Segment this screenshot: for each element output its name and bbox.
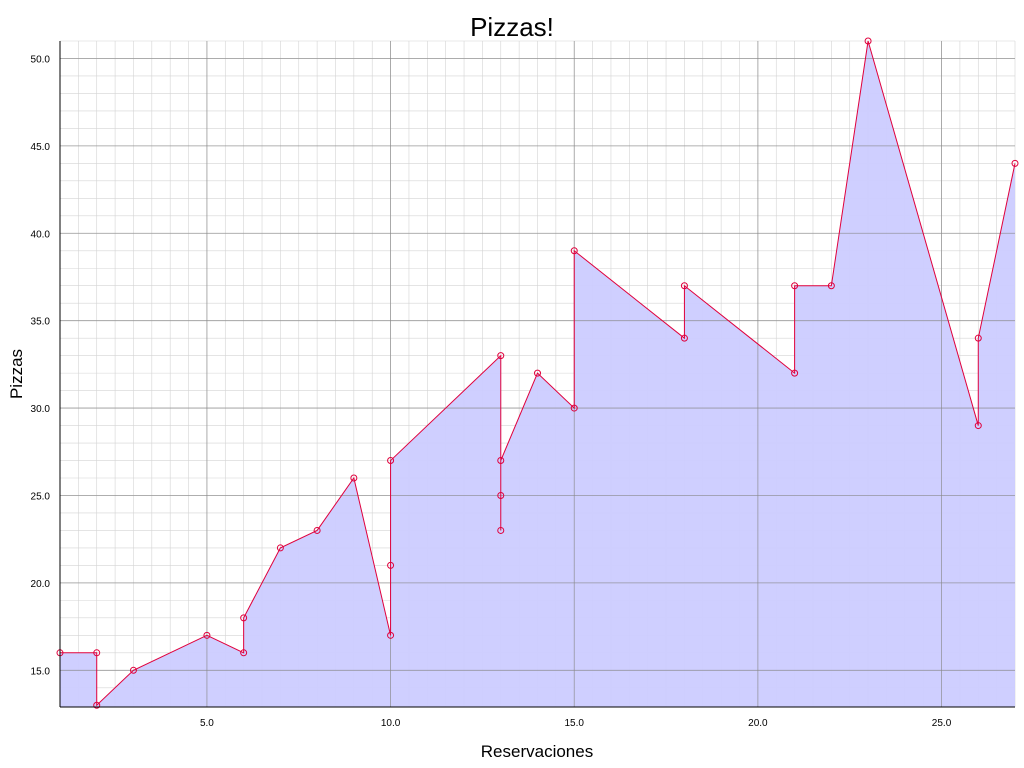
x-tick-label: 25.0	[932, 718, 952, 729]
data-point	[129, 666, 137, 674]
data-point	[203, 631, 211, 639]
data-point	[570, 404, 578, 412]
x-tick-label: 20.0	[748, 718, 768, 729]
data-point	[276, 544, 284, 552]
data-point	[240, 649, 248, 657]
data-point	[497, 491, 505, 499]
y-tick-label: 45.0	[31, 142, 51, 153]
data-point	[680, 334, 688, 342]
data-point	[791, 369, 799, 377]
line-layer	[60, 40, 1016, 707]
y-tick-label: 40.0	[31, 229, 51, 240]
data-point	[497, 457, 505, 465]
data-point	[93, 701, 101, 709]
y-tick-label: 30.0	[31, 404, 51, 415]
y-tick-label: 50.0	[31, 54, 51, 65]
data-point	[827, 282, 835, 290]
data-point	[313, 526, 321, 534]
data-point	[974, 334, 982, 342]
data-point	[680, 282, 688, 290]
series-line	[60, 40, 1016, 707]
data-point	[387, 631, 395, 639]
y-tick-label: 25.0	[31, 491, 51, 502]
y-tick-label: 20.0	[31, 579, 51, 590]
data-point	[497, 526, 505, 534]
x-tick-label: 10.0	[381, 718, 401, 729]
data-point	[1011, 159, 1019, 167]
axes	[59, 41, 1015, 708]
x-tick-label: 5.0	[200, 718, 214, 729]
data-point	[791, 282, 799, 290]
y-tick-label: 15.0	[31, 666, 51, 677]
data-point	[93, 649, 101, 657]
x-tick-label: 15.0	[564, 718, 584, 729]
y-tick-labels: 15.0 20.0 25.0 30.0 35.0 40.0 45.0 50.0	[31, 54, 51, 677]
data-point	[974, 422, 982, 430]
data-point	[497, 352, 505, 360]
data-point	[240, 614, 248, 622]
data-point	[350, 474, 358, 482]
y-tick-label: 35.0	[31, 317, 51, 328]
marker-layer	[56, 37, 1019, 709]
x-axis-label: Reservaciones	[481, 742, 593, 761]
data-point	[387, 457, 395, 465]
data-point	[570, 247, 578, 255]
data-point	[387, 561, 395, 569]
chart-title: Pizzas!	[470, 12, 554, 42]
data-point	[864, 37, 872, 45]
data-point	[534, 369, 541, 377]
y-axis-label: Pizzas	[7, 349, 26, 399]
x-tick-labels: 5.0 10.0 15.0 20.0 25.0	[200, 718, 952, 729]
